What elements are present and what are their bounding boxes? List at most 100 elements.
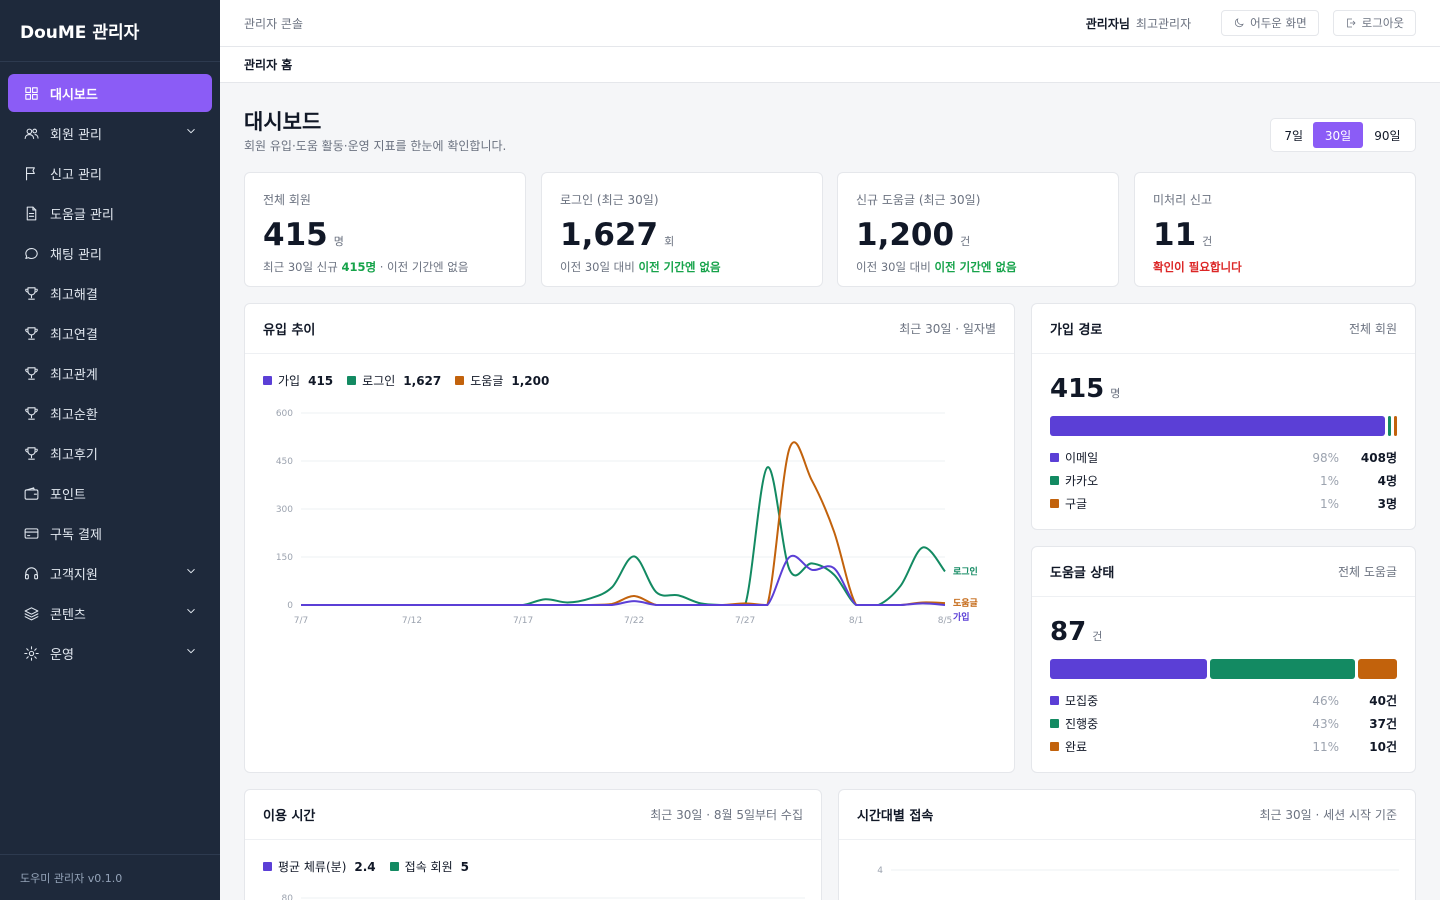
credit-card-icon (22, 524, 40, 542)
legend-item[interactable]: 도움글 1,200 (455, 372, 549, 389)
moon-icon (1235, 18, 1244, 28)
trophy-icon (22, 444, 40, 462)
inflow-title: 유입 추이 (263, 323, 316, 338)
admin-name: 관리자님 (1085, 16, 1130, 31)
signup-breakdown: 이메일 98% 408명 카카오 1% 4명 구글 1% 3명 (1032, 436, 1415, 515)
x-tick-label: 7/27 (735, 616, 755, 626)
logout-label: 로그아웃 (1361, 16, 1404, 30)
chevron-down-icon[interactable] (184, 564, 198, 582)
legend-swatch (1050, 742, 1059, 751)
kpi-note-highlight: 415명 (341, 260, 377, 274)
kpi-label: 전체 회원 (263, 193, 311, 207)
signup-total: 415 (1050, 374, 1105, 404)
wallet-icon (22, 484, 40, 502)
sidebar-item-label: 운영 (50, 647, 74, 663)
period-option-2[interactable]: 30일 (1313, 122, 1363, 148)
sidebar-item-label: 도움글 관리 (50, 207, 114, 223)
sidebar-item-14[interactable]: 콘텐츠 (8, 594, 212, 632)
sidebar-item-label: 포인트 (50, 487, 86, 503)
breakdown-row: 구글 1% 3명 (1050, 492, 1397, 515)
legend-swatch (1050, 453, 1059, 462)
dark-mode-button[interactable]: 어두운 화면 (1221, 10, 1319, 36)
x-tick-label: 7/17 (513, 616, 533, 626)
trophy-icon (22, 364, 40, 382)
legend-value: 1,627 (403, 373, 442, 388)
sidebar-item-label: 최고관계 (50, 367, 98, 383)
sidebar-item-9[interactable]: 최고순환 (8, 394, 212, 432)
kpi-note-highlight: 확인이 필요합니다 (1153, 260, 1242, 274)
stacked-bar-segment (1209, 659, 1355, 679)
kpi-note-highlight: 이전 기간엔 없음 (934, 260, 1017, 274)
sidebar-item-13[interactable]: 고객지원 (8, 554, 212, 592)
sidebar-item-11[interactable]: 포인트 (8, 474, 212, 512)
sidebar-item-15[interactable]: 운영 (8, 634, 212, 672)
sidebar-item-label: 구독 결제 (50, 527, 102, 543)
sidebar-item-4[interactable]: 도움글 관리 (8, 194, 212, 232)
breakdown-row: 카카오 1% 4명 (1050, 469, 1397, 492)
legend-swatch (1050, 719, 1059, 728)
breadcrumb-home[interactable]: 관리자 홈 (244, 58, 293, 72)
inflow-line-chart[interactable]: 0 150 300 450 600 7/7 7/12 7/17 7/22 7/27 8/1 8/5 로그… (245, 399, 1016, 659)
top-bar: 관리자 콘솔 관리자님 최고관리자 어두운 화면 로그아웃 (220, 0, 1440, 47)
chevron-down-icon[interactable] (184, 604, 198, 622)
legend-swatch (263, 376, 272, 385)
stacked-bar-segment (1050, 659, 1207, 679)
legend-item[interactable]: 접속 회원 5 (389, 858, 469, 875)
breakdown-percent: 98% (1312, 450, 1339, 465)
period-selector: 7일 30일 90일 (1270, 118, 1416, 152)
chevron-down-icon[interactable] (184, 124, 198, 142)
kpi-unit: 건 (1202, 235, 1213, 248)
trophy-icon (22, 404, 40, 422)
logout-button[interactable]: 로그아웃 (1332, 10, 1416, 36)
sidebar-item-label: 채팅 관리 (50, 247, 102, 263)
sidebar-item-12[interactable]: 구독 결제 (8, 514, 212, 552)
legend-swatch (347, 376, 357, 385)
legend-label: 접속 회원 (404, 860, 453, 874)
sidebar-item-8[interactable]: 최고관계 (8, 354, 212, 392)
sidebar-item-label: 신고 관리 (50, 167, 102, 183)
legend-swatch (389, 862, 399, 871)
page-subtitle: 회원 유입·도움 활동·운영 지표를 한눈에 확인합니다. (244, 139, 507, 153)
document-icon (22, 204, 40, 222)
legend-item[interactable]: 가입 415 (263, 372, 333, 389)
brand-title[interactable]: DouME 관리자 (0, 0, 220, 62)
kpi-card: 전체 회원 415 명 최근 30일 신규 415명 · 이전 기간엔 없음 (244, 172, 526, 287)
x-tick-label: 7/22 (624, 616, 644, 626)
breakdown-name: 진행중 (1065, 717, 1099, 731)
sidebar: DouME 관리자 대시보드 회원 관리 신고 관리 도움글 관리 채팅 관리 최고해결 최… (0, 0, 220, 900)
x-tick-label: 7/7 (294, 616, 308, 626)
hourly-meta: 최근 30일 · 세션 시작 기준 (1259, 808, 1397, 822)
chat-icon (22, 244, 40, 262)
kpi-note-highlight: 이전 기간엔 없음 (638, 260, 721, 274)
sidebar-item-7[interactable]: 최고연결 (8, 314, 212, 352)
kpi-unit: 명 (333, 235, 344, 248)
sidebar-item-5[interactable]: 채팅 관리 (8, 234, 212, 272)
dark-mode-label: 어두운 화면 (1250, 16, 1307, 30)
series-line (301, 441, 946, 607)
x-tick-label: 8/1 (849, 616, 863, 626)
sidebar-item-10[interactable]: 최고후기 (8, 434, 212, 472)
trophy-icon (22, 284, 40, 302)
sidebar-item-label: 최고순환 (50, 407, 98, 423)
admin-role: 최고관리자 (1135, 16, 1192, 31)
stacked-bar-segment (1357, 659, 1397, 679)
sidebar-item-3[interactable]: 신고 관리 (8, 154, 212, 192)
breakdown-count: 4명 (1377, 474, 1397, 488)
breakdown-row: 진행중 43% 37건 (1050, 712, 1397, 735)
period-option-1[interactable]: 7일 (1284, 128, 1304, 143)
chevron-down-icon[interactable] (184, 644, 198, 662)
legend-item[interactable]: 평균 체류(분) 2.4 (263, 858, 376, 875)
sidebar-item-2[interactable]: 회원 관리 (8, 114, 212, 152)
sidebar-item-1[interactable]: 대시보드 (8, 74, 212, 112)
sidebar-item-6[interactable]: 최고해결 (8, 274, 212, 312)
kpi-note: 확인이 필요합니다 (1153, 259, 1397, 275)
post-status-breakdown: 모집중 46% 40건 진행중 43% 37건 완료 11% 10건 (1032, 679, 1415, 758)
legend-item[interactable]: 로그인 1,627 (347, 372, 441, 389)
signup-unit: 명 (1110, 387, 1121, 400)
y-tick-label: 300 (276, 505, 293, 515)
legend-value: 1,200 (511, 373, 550, 388)
breakdown-name: 이메일 (1065, 451, 1099, 465)
period-option-3[interactable]: 90일 (1374, 128, 1401, 143)
logout-icon (1346, 18, 1356, 28)
breakdown-name: 카카오 (1065, 474, 1099, 488)
